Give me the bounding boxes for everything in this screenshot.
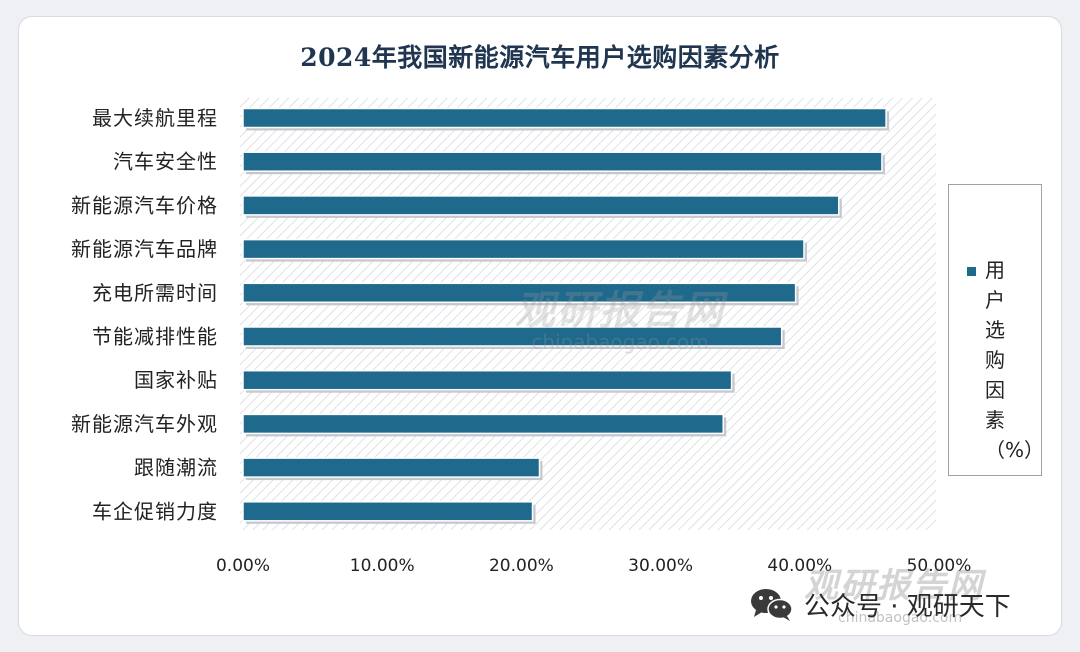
x-tick-label: 50.00%	[907, 556, 972, 576]
bar	[242, 457, 541, 478]
category-label: 新能源汽车品牌	[71, 237, 218, 261]
bar	[242, 369, 733, 391]
x-tick-label: 20.00%	[489, 556, 554, 576]
bar	[242, 107, 887, 129]
bar	[242, 413, 724, 435]
x-tick-label: 0.00%	[216, 556, 270, 576]
bar	[242, 238, 805, 260]
category-label: 跟随潮流	[134, 456, 218, 480]
category-label: 充电所需时间	[92, 281, 218, 305]
bar	[242, 282, 797, 304]
category-label: 车企促销力度	[92, 499, 218, 523]
category-label: 节能减排性能	[92, 325, 218, 349]
bar	[242, 501, 534, 522]
bar	[242, 151, 883, 172]
legend-swatch	[967, 267, 976, 276]
x-tick-label: 30.00%	[628, 556, 693, 576]
legend-label: 用户选购因素（%）	[985, 258, 1045, 462]
bar	[242, 326, 783, 347]
legend: 用户选购因素（%）	[948, 184, 1045, 476]
category-label: 国家补贴	[134, 368, 218, 392]
category-label: 新能源汽车外观	[71, 412, 218, 436]
chart-title: 2024年我国新能源汽车用户选购因素分析	[300, 43, 780, 72]
category-label: 新能源汽车价格	[71, 193, 218, 217]
x-tick-label: 10.00%	[350, 556, 415, 576]
x-tick-label: 40.00%	[767, 556, 832, 576]
bar	[242, 195, 840, 216]
category-label: 最大续航里程	[92, 106, 218, 130]
category-label: 汽车安全性	[113, 150, 218, 174]
